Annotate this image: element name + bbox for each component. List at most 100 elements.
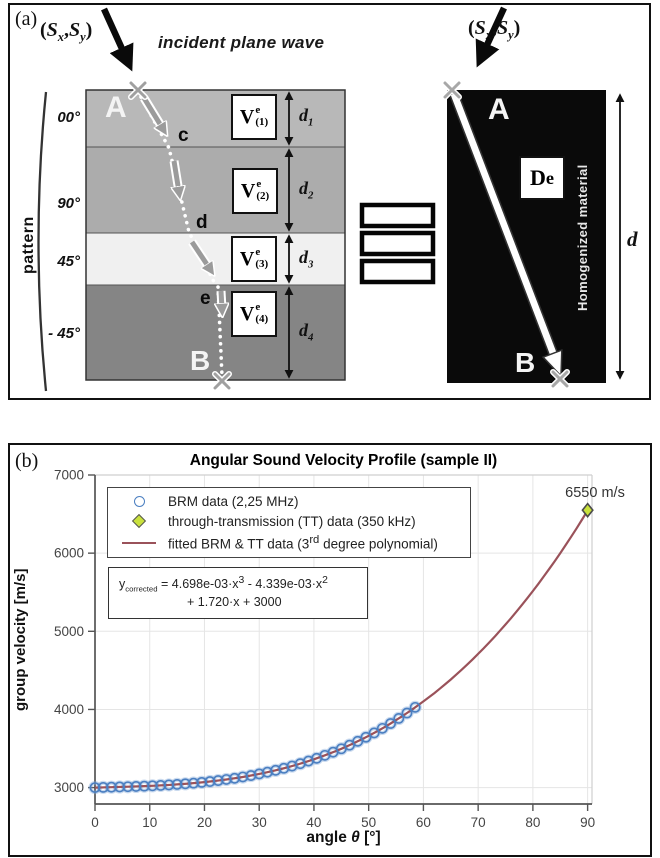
legend-row-tt: through-transmission (TT) data (350 kHz) bbox=[122, 514, 470, 529]
y-tick-label: 6000 bbox=[54, 546, 84, 561]
x-tick-label: 60 bbox=[416, 815, 431, 830]
total-thickness-label: d bbox=[627, 227, 638, 251]
chart-plot-area: 0 10 20 30 40 50 60 70 80 90 3000 4000 5000 6000 7000 bbox=[54, 468, 595, 831]
brm-point bbox=[368, 727, 380, 739]
brm-point bbox=[171, 779, 183, 790]
circle-marker-icon bbox=[133, 495, 145, 507]
brm-point bbox=[147, 780, 158, 792]
fit-equation-line2: + 1.720·x + 3000 bbox=[187, 595, 282, 609]
pattern-brace bbox=[37, 91, 48, 392]
layer-00 bbox=[85, 89, 346, 148]
homogenized-material-label: Homogenized material bbox=[575, 164, 590, 311]
brm-point bbox=[220, 774, 232, 785]
brm-point bbox=[130, 781, 142, 792]
brm-point bbox=[114, 781, 126, 793]
x-marker-a-left bbox=[128, 80, 148, 100]
panel-b-label: (b) bbox=[15, 450, 39, 472]
source-coords-left: (Sx,Sy) bbox=[40, 19, 93, 44]
point-b-right: B bbox=[515, 347, 536, 378]
equivalence-icon bbox=[359, 202, 436, 285]
layer-stack bbox=[85, 89, 346, 381]
brm-point bbox=[196, 776, 208, 788]
line-marker-icon bbox=[122, 541, 156, 544]
ray-segment-arrows bbox=[140, 95, 222, 309]
thickness-d4: d4 bbox=[299, 320, 314, 344]
layer-angle-neg45: - 45° bbox=[48, 325, 80, 342]
brm-point bbox=[106, 781, 117, 793]
x-marker-b-left bbox=[212, 371, 232, 391]
x-tick-label: 90 bbox=[580, 815, 595, 830]
thickness-d1: d1 bbox=[299, 105, 314, 129]
panel-a-graphics bbox=[37, 6, 625, 392]
y-tick-label: 5000 bbox=[54, 624, 84, 639]
legend-label-fit: fitted BRM & TT data (3rd degree polynom… bbox=[168, 533, 438, 552]
brm-point bbox=[97, 781, 109, 793]
x-tick-label: 40 bbox=[306, 815, 321, 830]
brm-point bbox=[212, 775, 224, 786]
layer-45 bbox=[85, 232, 346, 286]
panel-a-label: (a) bbox=[15, 8, 38, 30]
source-coords-right: (Sx,Sy) bbox=[468, 17, 521, 42]
x-marker-a-right bbox=[442, 80, 462, 100]
x-axis-label: angle θ [°] bbox=[306, 829, 381, 846]
stack-outline bbox=[85, 89, 346, 381]
thickness-d3: d3 bbox=[299, 247, 314, 271]
panel-b-chart: 0 10 20 30 40 50 60 70 80 90 3000 4000 5000 6000 7000 … bbox=[8, 443, 652, 857]
x-tick-label: 80 bbox=[525, 815, 540, 830]
x-tick-label: 70 bbox=[471, 815, 486, 830]
incident-arrow-right bbox=[475, 6, 507, 68]
fit-equation-line1: ycorrected = 4.698e-03·x3 - 4.339e-03·x2 bbox=[119, 575, 328, 594]
point-a-right: A bbox=[488, 93, 510, 126]
layer-angle-00: 00° bbox=[57, 109, 80, 126]
brm-point bbox=[401, 707, 413, 719]
brm-point bbox=[409, 701, 421, 713]
legend-row-fit: fitted BRM & TT data (3rd degree polynom… bbox=[122, 533, 470, 552]
incident-arrow-left bbox=[101, 7, 134, 72]
pattern-label: pattern bbox=[20, 216, 37, 274]
brm-point bbox=[385, 718, 396, 729]
fitted-curve bbox=[94, 510, 589, 789]
brm-point bbox=[376, 722, 388, 734]
brm-point bbox=[229, 772, 240, 784]
fit-equation-box: ycorrected = 4.698e-03·x3 - 4.339e-03·x2… bbox=[108, 567, 368, 619]
ray-point-c: c bbox=[178, 125, 189, 146]
layer-angle-45: 45° bbox=[57, 253, 80, 270]
brm-point bbox=[155, 779, 167, 791]
x-tick-label: 0 bbox=[91, 815, 99, 830]
ray-point-d: d bbox=[196, 212, 208, 233]
brm-point bbox=[163, 779, 175, 791]
brm-point bbox=[204, 776, 216, 787]
y-tick-label: 3000 bbox=[54, 780, 84, 795]
tt-point-annotation: 6550 m/s bbox=[565, 485, 625, 501]
x-tick-label: 10 bbox=[142, 815, 157, 830]
brm-point bbox=[138, 780, 150, 792]
tt-point bbox=[581, 502, 594, 518]
x-tick-label: 30 bbox=[252, 815, 267, 830]
brm-point bbox=[393, 712, 405, 724]
point-a-left: A bbox=[105, 91, 127, 124]
point-b-left: B bbox=[190, 345, 211, 376]
ray-point-e: e bbox=[200, 288, 211, 309]
brm-point bbox=[237, 771, 249, 783]
incident-wave-label: incident plane wave bbox=[158, 33, 325, 52]
brm-point bbox=[89, 782, 101, 793]
brm-point bbox=[360, 731, 372, 743]
thickness-d2: d2 bbox=[299, 178, 314, 202]
chart-title: Angular Sound Velocity Profile (sample I… bbox=[189, 452, 498, 469]
x-tick-label: 50 bbox=[361, 815, 376, 830]
x-marker-b-right bbox=[550, 369, 570, 389]
legend-label-brm: BRM data (2,25 MHz) bbox=[168, 493, 299, 509]
legend-row-brm: BRM data (2,25 MHz) bbox=[122, 494, 470, 509]
chart-legend: BRM data (2,25 MHz) through-transmission… bbox=[107, 487, 471, 558]
x-tick-label: 20 bbox=[197, 815, 212, 830]
brm-point bbox=[352, 735, 364, 747]
layer-angle-90: 90° bbox=[57, 195, 80, 212]
brm-point bbox=[122, 781, 134, 793]
homogenized-ray-arrow bbox=[449, 92, 563, 378]
layer-neg45 bbox=[85, 284, 346, 381]
